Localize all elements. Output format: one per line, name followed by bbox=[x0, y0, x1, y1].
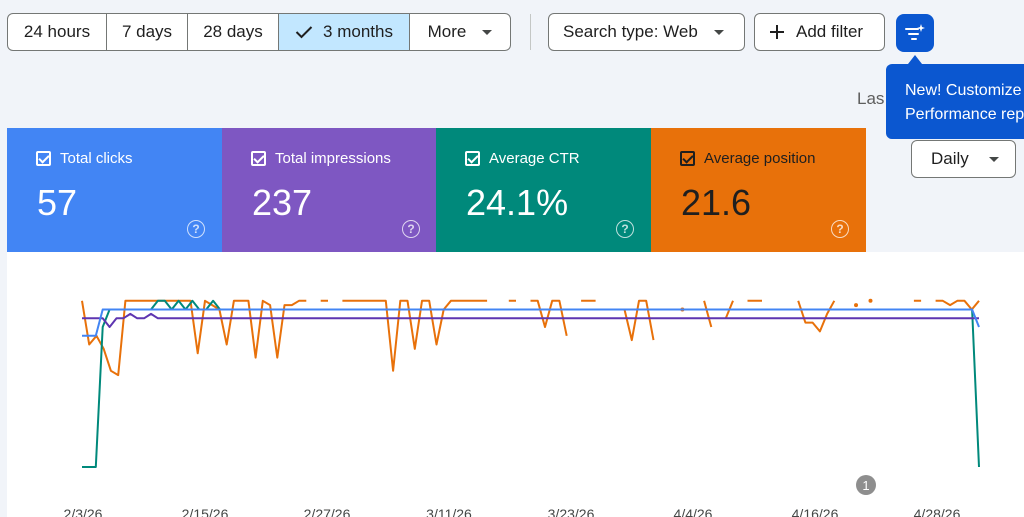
metric-label-row: Average position bbox=[680, 150, 815, 167]
series-position-path bbox=[81, 299, 980, 377]
checkbox-checked-icon bbox=[36, 151, 51, 166]
checkbox-checked-icon bbox=[251, 151, 266, 166]
sparkle-filter-icon bbox=[905, 24, 925, 40]
metric-label-row: Total impressions bbox=[251, 150, 391, 167]
annotation-label: 1 bbox=[862, 478, 869, 493]
tooltip-line1: New! Customize bbox=[905, 82, 1022, 99]
series-impressions-line bbox=[82, 312, 979, 328]
metric-value: 237 bbox=[252, 182, 313, 223]
range-24-hours-button[interactable]: 24 hours bbox=[8, 14, 107, 50]
x-tick-label: 4/4/26 bbox=[674, 506, 713, 517]
series-impressions-path bbox=[82, 312, 979, 328]
metric-label-row: Total clicks bbox=[36, 150, 133, 167]
help-icon[interactable]: ? bbox=[187, 220, 205, 238]
search-type-label: Search type: Web bbox=[563, 22, 698, 41]
toolbar-divider bbox=[530, 14, 531, 50]
date-range-selector: 24 hours 7 days 28 days 3 months More bbox=[7, 13, 511, 51]
metric-card-total-clicks[interactable]: Total clicks 57 ? bbox=[7, 128, 222, 252]
series-clicks-path bbox=[82, 308, 980, 337]
add-filter-button[interactable]: Add filter bbox=[754, 13, 885, 51]
new-feature-tooltip[interactable]: New! Customize Performance rep bbox=[886, 64, 1024, 139]
chevron-down-icon bbox=[482, 29, 493, 35]
add-filter-label: Add filter bbox=[796, 22, 864, 41]
x-tick-label: 4/16/26 bbox=[792, 506, 839, 517]
help-icon[interactable]: ? bbox=[831, 220, 849, 238]
series-clicks-line bbox=[82, 308, 980, 337]
series-ctr-path bbox=[82, 299, 980, 468]
annotation-marker[interactable] bbox=[856, 475, 876, 495]
metric-card-average-ctr[interactable]: Average CTR 24.1% ? bbox=[436, 128, 651, 252]
range-28-days-button[interactable]: 28 days bbox=[188, 14, 279, 50]
series-ctr-line bbox=[82, 299, 980, 468]
series-position-point bbox=[854, 303, 859, 308]
metric-card-total-impressions[interactable]: Total impressions 237 ? bbox=[222, 128, 437, 252]
plus-icon bbox=[770, 25, 784, 39]
range-label: 3 months bbox=[323, 22, 393, 41]
metric-label: Total clicks bbox=[60, 150, 133, 167]
metric-label-row: Average CTR bbox=[465, 150, 580, 167]
x-tick-label: 2/27/26 bbox=[304, 506, 351, 517]
range-label: 28 days bbox=[203, 22, 263, 41]
last-updated-text: Las bbox=[857, 89, 885, 108]
granularity-label: Daily bbox=[931, 149, 969, 168]
check-icon bbox=[295, 26, 313, 39]
range-3-months-button[interactable]: 3 months bbox=[279, 14, 410, 50]
search-type-dropdown[interactable]: Search type: Web bbox=[548, 13, 745, 51]
checkbox-checked-icon bbox=[465, 151, 480, 166]
series-position-point bbox=[868, 298, 873, 303]
metric-label: Total impressions bbox=[275, 150, 391, 167]
metric-card-average-position[interactable]: Average position 21.6 ? bbox=[651, 128, 866, 252]
metric-value: 21.6 bbox=[681, 182, 752, 223]
x-tick-label: 4/28/26 bbox=[914, 506, 961, 517]
performance-chart: 1 2/3/26 2/15/26 2/27/26 3/11/26 3/23/26 4/4/2… bbox=[7, 252, 1024, 517]
range-label: More bbox=[427, 22, 467, 41]
x-tick-label: 2/15/26 bbox=[182, 506, 229, 517]
help-icon[interactable]: ? bbox=[616, 220, 634, 238]
chevron-down-icon bbox=[988, 156, 999, 162]
metric-label: Average position bbox=[704, 150, 816, 167]
help-icon[interactable]: ? bbox=[402, 220, 420, 238]
x-tick-label: 3/11/26 bbox=[426, 506, 472, 517]
customize-filter-button[interactable] bbox=[896, 14, 934, 52]
metric-value: 24.1% bbox=[466, 182, 569, 223]
chart-svg: 1 2/3/26 2/15/26 2/27/26 3/11/26 3/23/26 4/4/2… bbox=[64, 298, 980, 517]
range-more-dropdown[interactable]: More bbox=[410, 14, 510, 50]
range-label: 24 hours bbox=[23, 22, 91, 41]
granularity-dropdown[interactable]: Daily bbox=[911, 140, 1016, 178]
x-tick-label: 2/3/26 bbox=[64, 506, 103, 517]
metric-label: Average CTR bbox=[489, 150, 580, 167]
metric-value: 57 bbox=[37, 182, 78, 223]
range-7-days-button[interactable]: 7 days bbox=[107, 14, 188, 50]
tooltip-line2: Performance rep bbox=[905, 106, 1024, 123]
tooltip-arrow bbox=[908, 55, 922, 64]
checkbox-checked-icon bbox=[680, 151, 695, 166]
chevron-down-icon bbox=[713, 29, 724, 35]
x-tick-label: 3/23/26 bbox=[548, 506, 595, 517]
range-label: 7 days bbox=[121, 22, 173, 41]
